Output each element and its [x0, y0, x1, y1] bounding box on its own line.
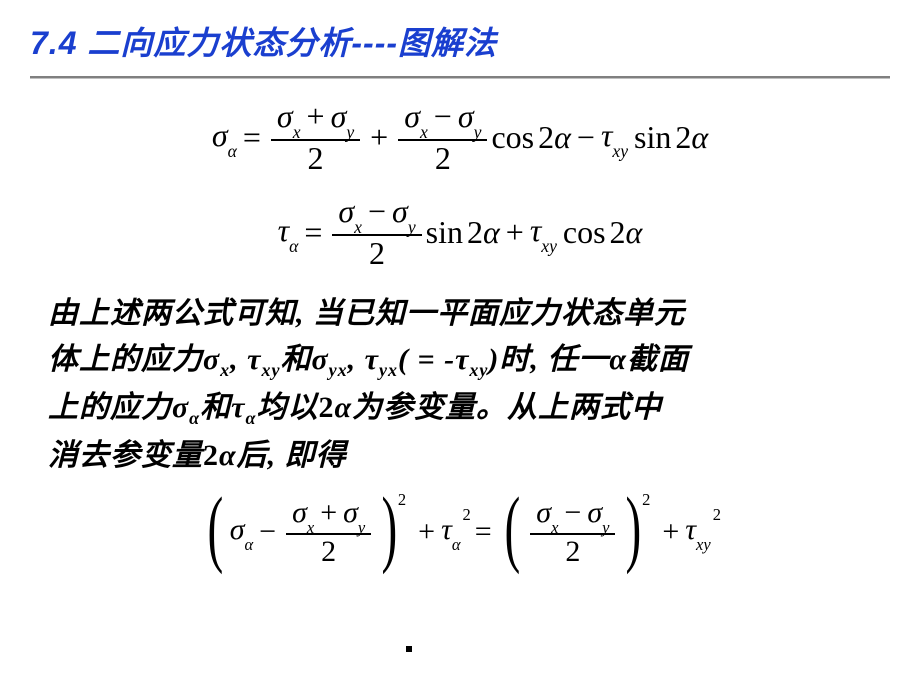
- para-text: 由上述两公式可知, 当已知一平面应力状态单元: [48, 297, 685, 330]
- page-title: 7.4 二向应力状态分析----图解法: [30, 18, 890, 64]
- frac-sx-minus-sy-over-2: σx−σy 2: [398, 99, 487, 176]
- equals: =: [304, 214, 322, 251]
- tau-xy-sq: τxy2: [685, 513, 719, 551]
- cos: cos: [491, 119, 534, 156]
- squared-2: 2: [642, 490, 650, 510]
- right-paren-1: ): [382, 493, 398, 562]
- equation-tau-alpha: τα = σx−σy 2 sin2α + τxy cos2α: [40, 194, 880, 271]
- frac-sx-plus-sy-over-2: σx+σy 2: [271, 99, 360, 176]
- frac-center: σx+σy 2: [286, 496, 371, 568]
- tau-xy: τxy: [601, 117, 628, 158]
- sin: sin: [426, 214, 463, 251]
- cursor-marker: [406, 646, 412, 652]
- lhs-sigma: σα: [212, 117, 237, 158]
- frac-radius: σx−σy 2: [530, 496, 615, 568]
- plus: +: [370, 119, 388, 156]
- title-bar: 7.4 二向应力状态分析----图解法: [0, 0, 920, 72]
- sigma-alpha: σα: [230, 513, 253, 551]
- right-paren-2: ): [626, 493, 642, 562]
- tau-xy: τxy: [530, 212, 557, 253]
- minus: −: [577, 119, 595, 156]
- equals: =: [243, 119, 261, 156]
- left-paren-2: (: [504, 493, 520, 562]
- lhs-tau: τα: [278, 212, 299, 253]
- squared-1: 2: [398, 490, 406, 510]
- left-paren-1: (: [207, 493, 223, 562]
- explanation-paragraph: 由上述两公式可知, 当已知一平面应力状态单元 体上的应力σx, τxy和σyx,…: [40, 285, 880, 490]
- sin: sin: [634, 119, 671, 156]
- equation-circle: ( σα − σx+σy 2 )2 + τα2 = ( σx−σy 2 )2 +…: [40, 496, 880, 568]
- plus: +: [506, 214, 524, 251]
- equation-sigma-alpha: σα = σx+σy 2 + σx−σy 2 cos2α − τxy sin2α: [40, 99, 880, 176]
- content-area: σα = σx+σy 2 + σx−σy 2 cos2α − τxy sin2α…: [0, 79, 920, 568]
- frac-sx-minus-sy-over-2-b: σx−σy 2: [332, 194, 421, 271]
- tau-alpha-sq: τα2: [441, 513, 469, 551]
- cos: cos: [563, 214, 606, 251]
